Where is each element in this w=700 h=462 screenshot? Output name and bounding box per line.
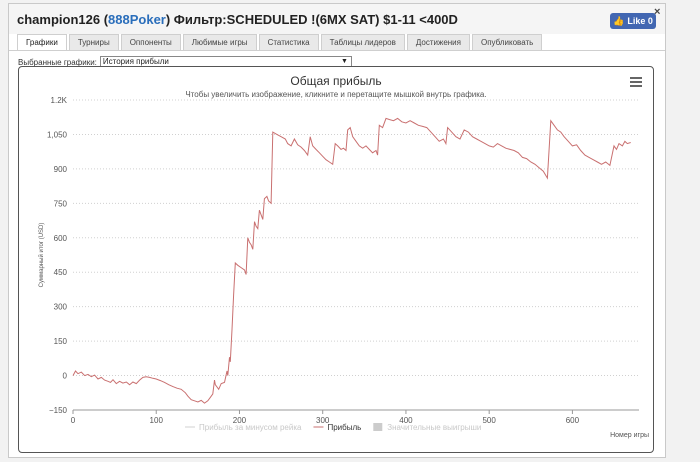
legend-item-label: Прибыль: [327, 423, 361, 432]
chart-selector-label: Выбранные графики:: [18, 57, 97, 67]
tab-tournaments[interactable]: Турниры: [68, 34, 119, 50]
legend-item-label: Прибыль за минусом рейка: [199, 423, 302, 432]
chart-title: Общая прибыль: [290, 74, 381, 88]
chart-select-value: История прибыли: [102, 57, 169, 66]
tab-divider: [9, 50, 665, 51]
chart-container[interactable]: Общая прибыль Чтобы увеличить изображение…: [18, 66, 654, 453]
report-window: champion126 (888Poker) Фильтр:SCHEDULED …: [8, 3, 666, 458]
chart-menu-icon[interactable]: [630, 77, 642, 87]
facebook-like-button[interactable]: 👍 Like 0: [610, 13, 656, 29]
tab-charts[interactable]: Графики: [17, 34, 67, 51]
x-tick-label: 100: [150, 416, 164, 425]
x-tick-label: 500: [482, 416, 496, 425]
page-title: champion126 (888Poker) Фильтр:SCHEDULED …: [17, 12, 458, 27]
tab-opponents[interactable]: Оппоненты: [120, 34, 181, 50]
title-suffix: ) Фильтр:SCHEDULED !(6MX SAT) $1-11 <400…: [165, 12, 458, 27]
x-tick-label: 200: [233, 416, 247, 425]
x-tick-label: 300: [316, 416, 330, 425]
y-tick-label: −150: [49, 406, 68, 415]
y-tick-label: 1,050: [47, 130, 68, 139]
x-axis-label: Номер игры: [610, 432, 649, 439]
y-tick-label: 1.2K: [51, 96, 68, 105]
x-tick-label: 600: [566, 416, 580, 425]
tab-leaderboards[interactable]: Таблицы лидеров: [320, 34, 405, 50]
y-tick-label: 750: [54, 199, 68, 208]
like-label: Like 0: [627, 16, 653, 26]
dropdown-arrow-icon: ▼: [340, 58, 348, 65]
y-tick-label: 900: [54, 165, 68, 174]
site-link[interactable]: 888Poker: [108, 12, 166, 27]
tab-publish[interactable]: Опубликовать: [471, 34, 543, 50]
x-tick-label: 400: [399, 416, 413, 425]
tab-favorite-games[interactable]: Любимые игры: [182, 34, 257, 50]
title-prefix: champion126 (: [17, 12, 109, 27]
chart-subtitle: Чтобы увеличить изображение, кликните и …: [185, 90, 486, 99]
y-tick-label: 600: [54, 234, 68, 243]
y-tick-label: 0: [63, 372, 68, 381]
series-line-profit: [72, 117, 631, 404]
profit-chart[interactable]: Общая прибыль Чтобы увеличить изображение…: [19, 67, 653, 452]
tab-achievements[interactable]: Достижения: [406, 34, 470, 50]
window-header: champion126 (888Poker) Фильтр:SCHEDULED …: [9, 4, 665, 34]
y-axis-label: Суммарный итог (USD): [38, 223, 45, 288]
legend-swatch: [373, 423, 383, 431]
y-tick-label: 450: [54, 268, 68, 277]
tab-statistics[interactable]: Статистика: [258, 34, 319, 50]
thumbs-up-icon: 👍: [613, 15, 625, 26]
close-icon[interactable]: ×: [654, 6, 661, 18]
y-tick-label: 150: [54, 337, 68, 346]
y-tick-label: 300: [54, 303, 68, 312]
legend-item-label: Значительные выигрыши: [387, 423, 481, 432]
tab-bar: Графики Турниры Оппоненты Любимые игры С…: [17, 34, 543, 51]
x-tick-label: 0: [71, 416, 76, 425]
